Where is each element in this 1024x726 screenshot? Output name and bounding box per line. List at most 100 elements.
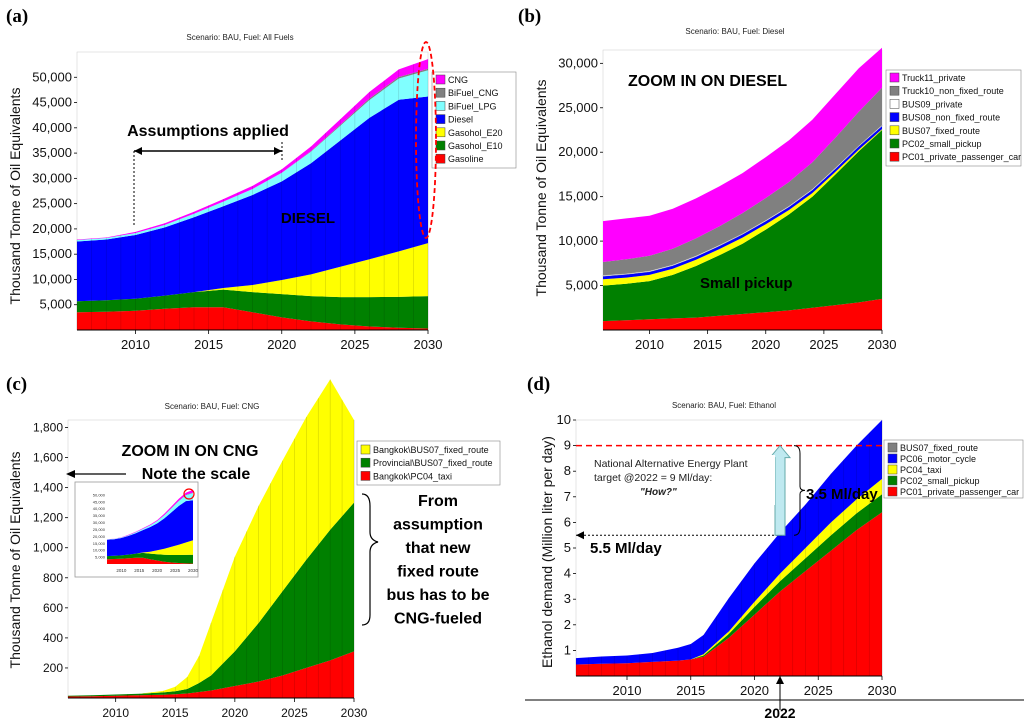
panel-a-legend-box	[431, 71, 517, 169]
panel-a-legend: CNG BiFuel_CNG BiFuel_LPG Diesel Gasohol_E20…	[435, 74, 503, 164]
y-tick-label: 7	[564, 489, 571, 504]
y-tick-label: 10,000	[558, 233, 598, 248]
x-tick-label: 2020	[740, 683, 769, 698]
inset-y-tick-label: 15,000	[93, 541, 106, 546]
cng-explanation-line: From	[418, 493, 458, 510]
legend-swatch-diesel	[435, 114, 446, 124]
panel-d-x-ticks: 2010 2015 2020 2025 2030	[613, 676, 896, 698]
x-tick-label: 2010	[121, 337, 150, 352]
cng-explanation-text: From assumption that new fixed route bus has…	[386, 493, 489, 628]
legend-swatch-provincial-bus07-fixed-route	[360, 457, 371, 468]
legend-label-pc02-small-pickup: PC02_small_pickup	[902, 139, 982, 149]
legend-label-gasohol-e10: Gasohol_E10	[448, 141, 503, 151]
y-tick-label: 50,000	[32, 69, 72, 84]
panel-c-ylabel: Thousand Tonne of Oil Equivalents	[7, 452, 23, 669]
cng-explanation-line: bus has to be	[386, 587, 489, 604]
legend-label-bus07-fixed-route: BUS07_fixed_route	[900, 443, 978, 453]
panel-a-series-gasohol-e10	[77, 289, 428, 329]
y-tick-label: 8	[564, 463, 571, 478]
legend-swatch-bangkok-bus07-fixed-route	[360, 444, 371, 455]
panel-a-series-bifuel-lpg	[77, 70, 428, 242]
y-tick-label: 5,000	[565, 278, 598, 293]
x-tick-label: 2030	[341, 706, 368, 720]
panel-label-d: (d)	[527, 374, 550, 395]
legend-label-truck11-private: Truck11_private	[902, 73, 966, 83]
legend-label-diesel: Diesel	[448, 115, 473, 125]
highlight-ellipse-2030	[415, 41, 437, 239]
year-2022-label: 2022	[764, 705, 795, 721]
panel-a-series-cng	[77, 59, 428, 240]
y-tick-label: 15,000	[558, 189, 598, 204]
inset-y-tick-label: 35,000	[93, 513, 106, 518]
y-tick-label: 600	[43, 601, 63, 615]
inset-x-tick-label: 2010	[116, 568, 127, 573]
inset-y-tick-label: 10,000	[93, 548, 106, 553]
note-scale-label: Note the scale	[142, 466, 251, 483]
legend-swatch-truck11-private	[889, 72, 900, 83]
legend-label-pc04-taxi: PC04_taxi	[900, 465, 942, 475]
y-tick-label: 20,000	[32, 221, 72, 236]
panel-b-series-truck11-private	[603, 47, 882, 262]
y-tick-label: 5,000	[39, 297, 72, 312]
inset-series-gasohol-e10	[107, 552, 193, 564]
panel-b-series-pc01-private-passenger-car	[603, 298, 882, 330]
plant-target-line2: target @2022 = 9 Ml/day:	[594, 472, 712, 484]
x-tick-label: 2025	[340, 337, 369, 352]
x-tick-label: 2025	[809, 337, 838, 352]
note-scale-arrowhead	[66, 470, 75, 478]
explanation-brace	[361, 493, 379, 626]
panel-d-stacked-areas	[575, 420, 883, 676]
inset-series-bifuel-lpg	[107, 493, 193, 540]
y-tick-label: 200	[43, 661, 63, 675]
y-tick-label: 2	[564, 617, 571, 632]
panel-a-x-ticks: 2010 2015 2020 2025 2030	[121, 330, 442, 352]
inset-series-gasoline	[107, 557, 193, 564]
panel-a-ylabel: Thousand Tonne of Oil Equivalents	[7, 88, 23, 305]
current-label: 5.5 Ml/day	[590, 540, 662, 557]
cng-explanation-line: that new	[406, 540, 471, 557]
x-tick-label: 2010	[102, 706, 129, 720]
panel-d-title: Scenario: BAU, Fuel: Ethanol	[672, 401, 776, 410]
inset-x-tick-label: 2015	[134, 568, 145, 573]
diesel-label: DIESEL	[281, 210, 335, 227]
legend-label-provincial-bus07-fixed-route: Provincial\BUS07_fixed_route	[373, 458, 493, 468]
small-pickup-label: Small pickup	[700, 275, 793, 292]
panel-d-y-ticks: 1 2 3 4 5 6 7 8 9 10	[557, 412, 576, 657]
panel-a: (a) Scenario: BAU, Fuel: All Fuels Thous…	[6, 6, 517, 352]
inset-areas	[107, 489, 193, 564]
legend-label-bus08-non-fixed-route: BUS08_non_fixed_route	[902, 113, 1000, 123]
panel-c-series-bangkok-bus07-fixed-route	[68, 379, 354, 696]
inset-y-tick-label: 50,000	[93, 492, 106, 497]
panel-label-a: (a)	[6, 6, 28, 27]
inset-highlight-circle	[183, 488, 195, 500]
y-tick-label: 6	[564, 514, 571, 529]
inset-y-tick-label: 5,000	[95, 555, 106, 560]
legend-swatch-pc02-small-pickup	[887, 475, 898, 486]
panel-c-y-ticks: 200 400 600 800 1,000 1,200 1,400 1,600 1,800	[33, 421, 68, 675]
legend-label-bangkok-pc04-taxi: Bangkok\PC04_taxi	[373, 471, 452, 481]
panel-c-series-provincial-bus07-fixed-route	[68, 502, 354, 697]
panel-b-series-pc02-small-pickup	[603, 130, 882, 322]
panel-d: (d) Scenario: BAU, Fuel: Ethanol Ethanol…	[525, 374, 1024, 721]
inset-chart: 50,000 45,000 40,000 35,000 30,000 25,000 20,0…	[74, 481, 199, 578]
cng-explanation-line: CNG-fueled	[394, 611, 482, 628]
y-tick-label: 1,600	[33, 451, 63, 465]
legend-swatch-bifuel-cng	[435, 87, 446, 98]
x-tick-label: 2020	[751, 337, 780, 352]
legend-swatch-bus08-non-fixed-route	[889, 112, 900, 122]
legend-label-pc06-motor-cycle: PC06_motor_cycle	[900, 454, 976, 464]
assumptions-label: Assumptions applied	[127, 123, 289, 140]
x-tick-label: 2015	[162, 706, 189, 720]
panel-a-title: Scenario: BAU, Fuel: All Fuels	[186, 33, 293, 42]
legend-swatch-gasohol-e10	[435, 140, 446, 151]
legend-label-pc01-private-passenger-car: PC01_private_passenger_car	[902, 152, 1021, 162]
panel-c-legend: Bangkok\BUS07_fixed_route Provincial\BUS0…	[360, 444, 493, 481]
legend-swatch-pc06-motor-cycle	[887, 453, 898, 464]
cng-explanation-line: assumption	[393, 517, 483, 534]
legend-label-gasohol-e20: Gasohol_E20	[448, 128, 503, 138]
legend-swatch-cng	[435, 74, 446, 85]
gap-label: 3.5 Ml/day	[806, 486, 878, 503]
legend-swatch-pc04-taxi	[887, 464, 898, 475]
plant-callout-box	[589, 455, 775, 505]
